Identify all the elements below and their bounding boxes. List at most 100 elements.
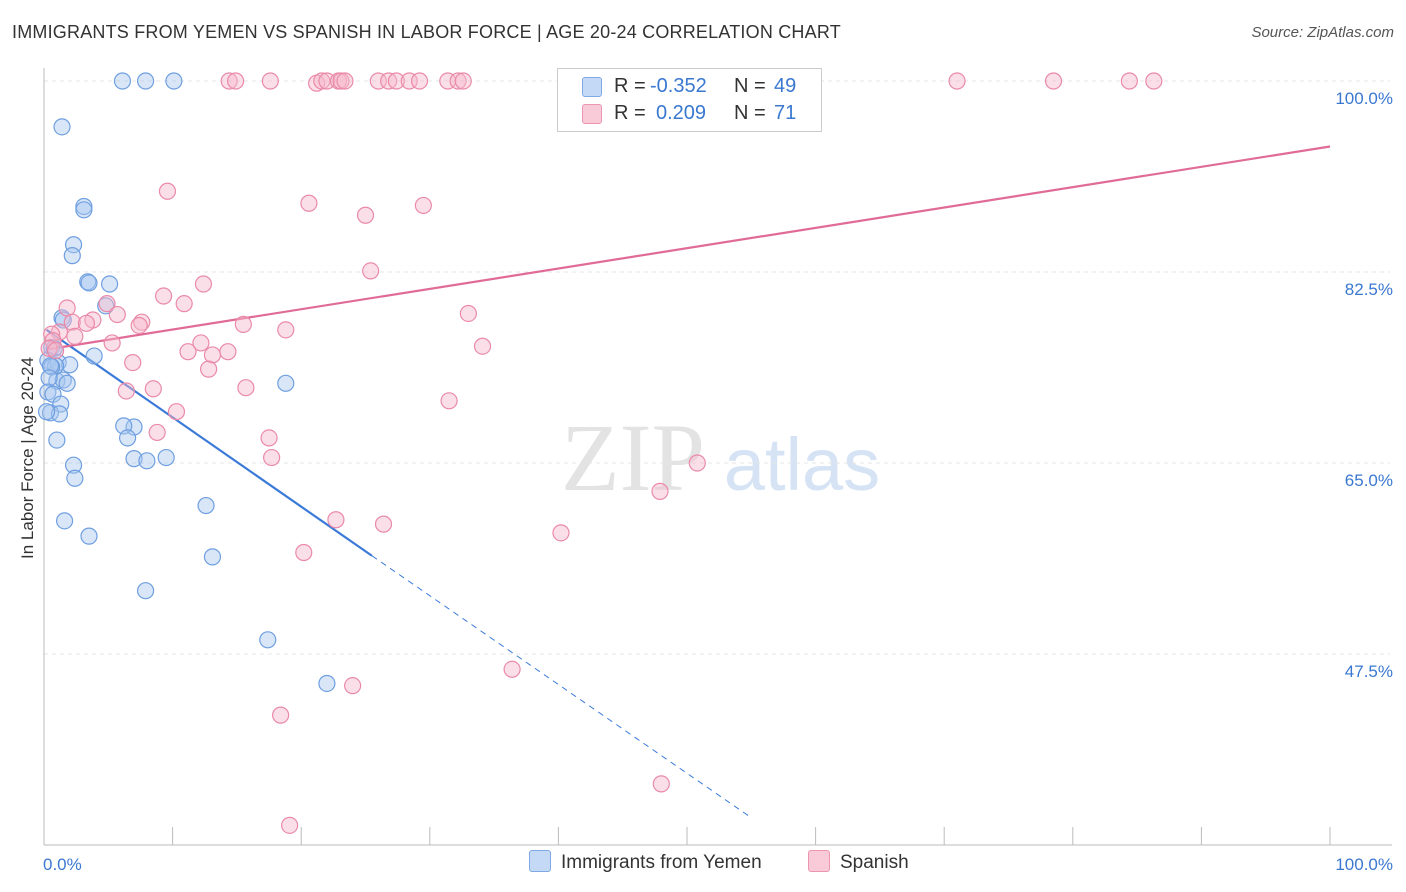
spanish-point bbox=[192, 334, 210, 352]
spanish-point bbox=[281, 816, 299, 834]
spanish-point bbox=[154, 287, 173, 305]
spanish-point bbox=[43, 325, 61, 343]
series-swatch-spanish bbox=[808, 850, 830, 872]
yemen-point bbox=[318, 674, 336, 693]
legend-r-value: 0.209 bbox=[656, 102, 707, 124]
spanish-point bbox=[66, 327, 84, 345]
spanish-point bbox=[1145, 72, 1163, 90]
spanish-point bbox=[356, 206, 375, 224]
legend-r-value: -0.352 bbox=[650, 75, 707, 97]
spanish-point bbox=[260, 429, 278, 447]
spanish-point bbox=[948, 72, 966, 90]
yemen-point bbox=[85, 347, 103, 365]
spanish-point bbox=[77, 314, 96, 332]
spanish-point bbox=[473, 337, 492, 355]
yemen-point bbox=[125, 450, 143, 468]
spanish-point bbox=[414, 196, 432, 215]
yemen-point bbox=[40, 369, 58, 387]
y-tick-label: 65.0% bbox=[1345, 471, 1393, 490]
yemen-point bbox=[136, 582, 155, 600]
spanish-point bbox=[227, 72, 245, 90]
spanish-point bbox=[1120, 72, 1138, 90]
spanish-point bbox=[63, 313, 81, 331]
spanish-point bbox=[261, 72, 279, 90]
chart-title: IMMIGRANTS FROM YEMEN VS SPANISH IN LABO… bbox=[12, 22, 841, 42]
series-legend-spanish: Spanish bbox=[808, 850, 909, 874]
yemen-point bbox=[165, 72, 183, 90]
trend-lines bbox=[45, 145, 1331, 819]
spanish-point bbox=[263, 448, 281, 467]
spanish-point bbox=[98, 295, 116, 313]
y-tick-label: 100.0% bbox=[1335, 89, 1393, 108]
yemen-point bbox=[80, 527, 98, 545]
spanish-point bbox=[362, 262, 380, 280]
spanish-point bbox=[179, 343, 197, 361]
yemen-point bbox=[259, 631, 277, 649]
spanish-point bbox=[449, 72, 467, 90]
spanish-point bbox=[332, 72, 350, 90]
spanish-point bbox=[148, 423, 166, 442]
spanish-point bbox=[130, 316, 148, 335]
spanish-point bbox=[440, 392, 458, 410]
spanish-point bbox=[167, 403, 186, 421]
spanish-point bbox=[410, 72, 429, 90]
spanish-point bbox=[459, 304, 477, 323]
y-tick-label: 47.5% bbox=[1345, 662, 1393, 681]
spanish-point bbox=[1044, 72, 1063, 90]
spanish-point bbox=[295, 543, 313, 562]
spanish-point bbox=[103, 334, 121, 352]
yemen-point bbox=[61, 356, 79, 374]
yemen-point bbox=[37, 403, 56, 421]
spanish-point bbox=[203, 346, 222, 364]
yemen-point bbox=[277, 374, 295, 392]
spanish-point bbox=[40, 339, 58, 357]
yemen-point bbox=[79, 273, 97, 291]
legend-swatch-yemen bbox=[582, 77, 602, 97]
yemen-point bbox=[50, 405, 69, 423]
series-name-yemen: Immigrants from Yemen bbox=[561, 852, 762, 873]
yemen-point bbox=[48, 431, 66, 449]
legend-row-spanish: R = 0.209 N = 71 bbox=[558, 100, 821, 127]
spanish-point bbox=[58, 299, 76, 317]
spanish-point bbox=[194, 275, 213, 293]
yemen-trend-line bbox=[45, 328, 373, 557]
yemen-point bbox=[53, 118, 71, 136]
yemen-point bbox=[100, 275, 119, 293]
spanish-point bbox=[108, 305, 126, 324]
yemen-point bbox=[80, 274, 98, 292]
spanish-point bbox=[277, 321, 295, 339]
yemen-point bbox=[203, 548, 222, 566]
spanish-point bbox=[300, 194, 318, 212]
spanish-point bbox=[200, 360, 218, 378]
legend-r-label: R = bbox=[614, 75, 646, 97]
spanish-point bbox=[503, 660, 521, 678]
spanish-point bbox=[234, 315, 252, 333]
legend-n-value: 49 bbox=[774, 75, 797, 97]
spanish-point bbox=[387, 72, 405, 90]
yemen-point bbox=[113, 72, 132, 90]
spanish-point bbox=[220, 72, 238, 90]
y-tick-label: 82.5% bbox=[1345, 280, 1393, 299]
data-points bbox=[37, 72, 1163, 834]
x-tick-label: 100.0% bbox=[1335, 855, 1393, 874]
spanish-point bbox=[344, 677, 362, 695]
spanish-point bbox=[327, 511, 345, 529]
yemen-point bbox=[63, 247, 81, 265]
legend-swatch-spanish bbox=[582, 104, 602, 124]
yemen-point bbox=[197, 496, 215, 515]
watermark-zip: ZIP bbox=[561, 404, 705, 511]
spanish-point bbox=[175, 295, 193, 313]
spanish-point bbox=[454, 72, 472, 90]
spanish-point bbox=[272, 706, 290, 724]
tick-labels: 100.0% 82.5% 65.0% 47.5% 0.0% 100.0% bbox=[43, 89, 1393, 874]
x-tick-label: 0.0% bbox=[43, 855, 82, 874]
spanish-trend-line bbox=[46, 145, 1331, 351]
legend-n-value: 71 bbox=[774, 102, 797, 124]
spanish-point bbox=[336, 72, 354, 90]
series-swatch-yemen bbox=[529, 850, 551, 872]
spanish-point bbox=[552, 524, 570, 542]
legend-n-label: N = bbox=[734, 102, 766, 124]
stats-legend: R = -0.352 N = 49 R = 0.209 N = 71 bbox=[557, 68, 822, 132]
yemen-point bbox=[66, 469, 84, 487]
